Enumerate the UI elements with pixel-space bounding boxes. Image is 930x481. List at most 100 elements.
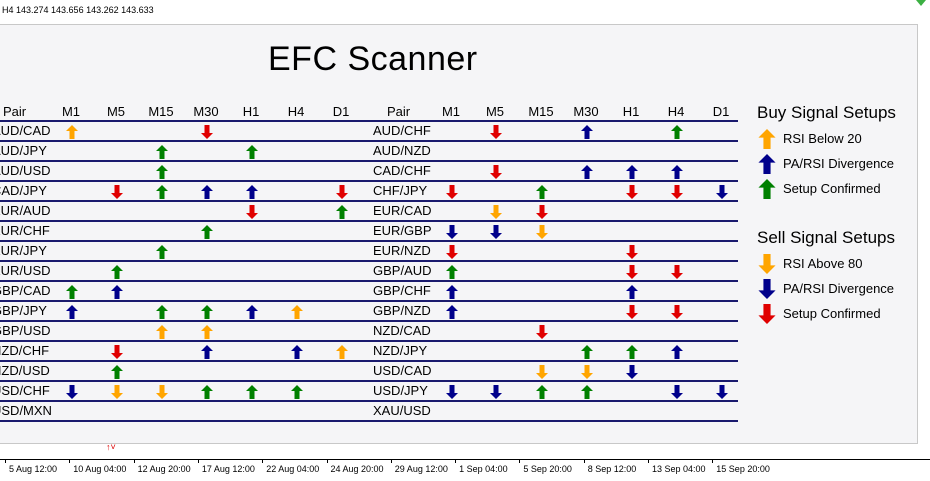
right-pair-label[interactable]: NZD/CAD [373, 323, 431, 338]
row-divider [365, 400, 738, 402]
row-divider [0, 160, 365, 162]
arrow-down-icon [246, 205, 258, 219]
arrow-down-icon [626, 365, 638, 379]
page-title: EFC Scanner [268, 40, 478, 78]
arrow-up-icon [626, 285, 638, 299]
left-pair-label[interactable]: EUR/CHF [0, 223, 50, 238]
arrow-up-icon [671, 125, 683, 139]
left-pair-label[interactable]: USD/CHF [0, 383, 50, 398]
time-axis-tick [583, 459, 585, 463]
left-pair-label[interactable]: GBP/USD [0, 323, 51, 338]
right-timeframe-header: M5 [485, 104, 505, 119]
left-pair-label[interactable]: AUD/CAD [0, 123, 51, 138]
time-axis-tick [133, 459, 135, 463]
time-axis-tick [455, 459, 457, 463]
arrow-down-icon [716, 385, 728, 399]
right-pair-label[interactable]: EUR/CAD [373, 203, 432, 218]
arrow-up-icon [66, 125, 78, 139]
arrow-up-icon [626, 165, 638, 179]
row-divider [0, 120, 365, 122]
arrow-up-icon [581, 385, 593, 399]
arrow-up-icon [246, 305, 258, 319]
arrow-down-icon [626, 245, 638, 259]
row-divider [0, 280, 365, 282]
arrow-up-icon [291, 305, 303, 319]
arrow-down-icon [716, 185, 728, 199]
left-timeframe-header: H4 [287, 104, 305, 119]
arrow-up-icon [201, 305, 213, 319]
buy-legend-label: PA/RSI Divergence [783, 156, 895, 171]
time-axis-label: 12 Aug 20:00 [137, 464, 191, 474]
left-pair-label[interactable]: AUD/JPY [0, 143, 47, 158]
arrow-up-icon [581, 345, 593, 359]
row-divider [365, 200, 738, 202]
left-timeframe-header: H1 [242, 104, 260, 119]
right-pair-label[interactable]: EUR/NZD [373, 243, 431, 258]
right-pair-label[interactable]: GBP/AUD [373, 263, 432, 278]
right-pair-label[interactable]: USD/CAD [373, 363, 432, 378]
left-pair-label[interactable]: NZD/CHF [0, 343, 50, 358]
right-pair-label[interactable]: NZD/JPY [373, 343, 428, 358]
right-pair-label[interactable]: XAU/USD [373, 403, 431, 418]
arrow-down-icon [446, 385, 458, 399]
arrow-up-icon [291, 345, 303, 359]
right-pair-label[interactable]: GBP/NZD [373, 303, 431, 318]
arrow-down-icon [626, 305, 638, 319]
right-timeframe-header: H4 [667, 104, 685, 119]
row-divider [365, 420, 738, 422]
row-divider [365, 380, 738, 382]
arrow-down-icon [671, 265, 683, 279]
arrow-down-icon [446, 245, 458, 259]
arrow-down-icon [758, 304, 776, 324]
right-timeframe-header: D1 [712, 104, 730, 119]
right-pair-label[interactable]: GBP/CHF [373, 283, 431, 298]
left-pair-label[interactable]: AUD/USD [0, 163, 51, 178]
left-pair-label[interactable]: EUR/AUD [0, 203, 51, 218]
time-axis-tick [326, 459, 328, 463]
arrow-up-icon [536, 385, 548, 399]
right-pair-label[interactable]: CHF/JPY [373, 183, 428, 198]
row-divider [365, 240, 738, 242]
arrow-up-icon [246, 145, 258, 159]
arrow-down-icon [536, 365, 548, 379]
left-pair-label[interactable]: NZD/USD [0, 363, 50, 378]
arrow-up-icon [291, 385, 303, 399]
arrow-up-icon [446, 265, 458, 279]
row-divider [365, 360, 738, 362]
chart-header: H4 143.274 143.656 143.262 143.633 [0, 0, 930, 22]
row-divider [0, 200, 365, 202]
arrow-down-icon [490, 205, 502, 219]
right-pair-label[interactable]: CAD/CHF [373, 163, 431, 178]
left-pair-label[interactable]: GBP/JPY [0, 303, 47, 318]
arrow-up-icon [671, 345, 683, 359]
arrow-up-icon [111, 365, 123, 379]
left-pair-label[interactable]: CAD/JPY [0, 183, 47, 198]
arrow-down-icon [671, 305, 683, 319]
right-pair-label[interactable]: AUD/CHF [373, 123, 431, 138]
row-divider [365, 340, 738, 342]
arrow-down-icon [446, 225, 458, 239]
right-pair-label[interactable]: AUD/NZD [373, 143, 431, 158]
left-pair-label[interactable]: GBP/CAD [0, 283, 51, 298]
arrow-down-icon [111, 345, 123, 359]
right-pair-label[interactable]: USD/JPY [373, 383, 428, 398]
time-axis-tick [390, 459, 392, 463]
left-pair-label[interactable]: EUR/USD [0, 263, 51, 278]
left-pair-label[interactable]: USD/MXN [0, 403, 52, 418]
left-timeframe-header: D1 [332, 104, 350, 119]
row-divider [365, 120, 738, 122]
time-axis-label: 22 Aug 04:00 [266, 464, 320, 474]
right-pair-label[interactable]: EUR/GBP [373, 223, 432, 238]
arrow-up-icon [201, 225, 213, 239]
left-timeframe-header: M1 [61, 104, 81, 119]
row-divider [365, 300, 738, 302]
time-axis-tick [712, 459, 714, 463]
right-timeframe-header: H1 [622, 104, 640, 119]
left-pair-label[interactable]: EUR/JPY [0, 243, 47, 258]
arrow-down-icon [671, 185, 683, 199]
row-divider [365, 160, 738, 162]
arrow-up-icon [66, 305, 78, 319]
arrow-down-icon [111, 185, 123, 199]
arrow-up-icon [156, 245, 168, 259]
arrow-down-icon [490, 125, 502, 139]
